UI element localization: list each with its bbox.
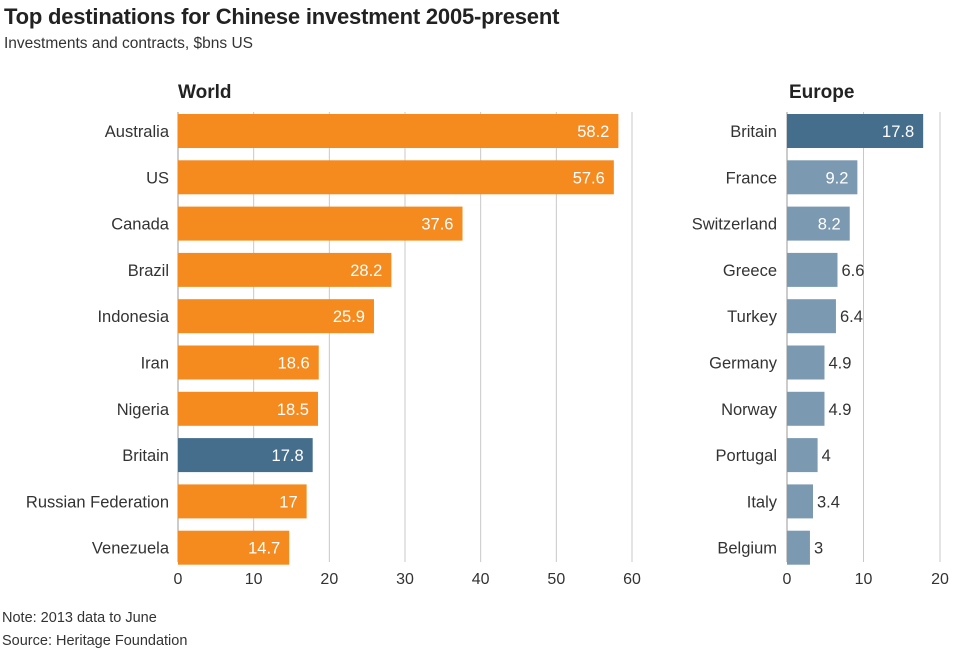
world-bar (178, 206, 463, 241)
europe-category-label: Norway (721, 401, 778, 419)
world-tick-label: 30 (396, 571, 414, 588)
world-bar (178, 438, 313, 473)
world-category-label: Nigeria (117, 401, 170, 419)
world-tick-label: 60 (623, 571, 641, 588)
world-value-label: 18.5 (277, 401, 309, 419)
europe-bar (787, 160, 858, 195)
world-value-label: 58.2 (577, 123, 609, 141)
europe-category-label: Germany (709, 355, 778, 373)
europe-value-label: 4.9 (828, 401, 851, 419)
europe-value-label: 3.4 (817, 493, 840, 511)
world-value-label: 25.9 (333, 308, 365, 326)
chart-title: Top destinations for Chinese investment … (4, 4, 560, 29)
world-tick-label: 10 (245, 571, 263, 588)
chart-source: Source: Heritage Foundation (2, 633, 188, 649)
chart-subtitle: Investments and contracts, $bns US (4, 35, 253, 52)
europe-category-label: Belgium (717, 540, 777, 558)
world-bar (178, 114, 619, 148)
world-category-label: Indonesia (97, 308, 169, 326)
europe-value-label: 4 (822, 447, 831, 465)
world-bar (178, 160, 614, 195)
world-bar (178, 299, 374, 334)
europe-category-label: Turkey (727, 308, 778, 326)
europe-category-label: Italy (747, 493, 778, 511)
europe-bar (787, 345, 825, 380)
world-bar (178, 530, 290, 565)
world-bar (178, 484, 307, 519)
world-category-label: Britain (122, 447, 169, 465)
world-bar (178, 391, 318, 426)
world-value-label: 17 (279, 493, 297, 511)
world-value-label: 28.2 (350, 262, 382, 280)
europe-value-label: 6.4 (840, 308, 863, 326)
world-category-label: Venezuela (92, 540, 170, 558)
world-value-label: 37.6 (421, 216, 453, 234)
europe-value-label: 17.8 (882, 123, 914, 141)
europe-category-label: France (726, 169, 777, 187)
europe-bar (787, 252, 838, 287)
world-panel-title: World (178, 82, 231, 103)
europe-bar (787, 114, 924, 148)
europe-value-label: 3 (814, 540, 823, 558)
world-category-label: Russian Federation (26, 493, 169, 511)
europe-value-label: 4.9 (828, 355, 851, 373)
world-bar (178, 345, 319, 380)
europe-value-label: 8.2 (818, 216, 841, 234)
world-category-label: Australia (105, 123, 170, 141)
europe-tick-label: 10 (855, 571, 873, 588)
europe-bar (787, 530, 810, 565)
world-value-label: 57.6 (573, 169, 605, 187)
world-category-label: Iran (141, 355, 169, 373)
europe-tick-label: 0 (783, 571, 792, 588)
world-bar (178, 252, 392, 287)
world-tick-label: 0 (174, 571, 183, 588)
world-category-label: US (146, 169, 169, 187)
world-category-label: Canada (111, 216, 170, 234)
world-value-label: 14.7 (248, 540, 280, 558)
europe-value-label: 6.6 (841, 262, 864, 280)
world-value-label: 17.8 (272, 447, 304, 465)
europe-bar (787, 299, 836, 334)
europe-bar (787, 206, 850, 241)
chart-note: Note: 2013 data to June (2, 610, 157, 626)
europe-bar (787, 484, 814, 519)
europe-bar (787, 438, 818, 473)
world-category-label: Brazil (128, 262, 169, 280)
world-value-label: 18.6 (278, 355, 310, 373)
europe-tick-label: 20 (931, 571, 949, 588)
europe-value-label: 9.2 (825, 169, 848, 187)
europe-category-label: Portugal (716, 447, 777, 465)
world-tick-label: 50 (547, 571, 565, 588)
europe-category-label: Britain (730, 123, 777, 141)
europe-category-label: Greece (723, 262, 777, 280)
europe-category-label: Switzerland (692, 216, 777, 234)
world-tick-label: 20 (320, 571, 338, 588)
world-tick-label: 40 (472, 571, 490, 588)
europe-bar (787, 391, 825, 426)
europe-panel-title: Europe (789, 82, 854, 103)
